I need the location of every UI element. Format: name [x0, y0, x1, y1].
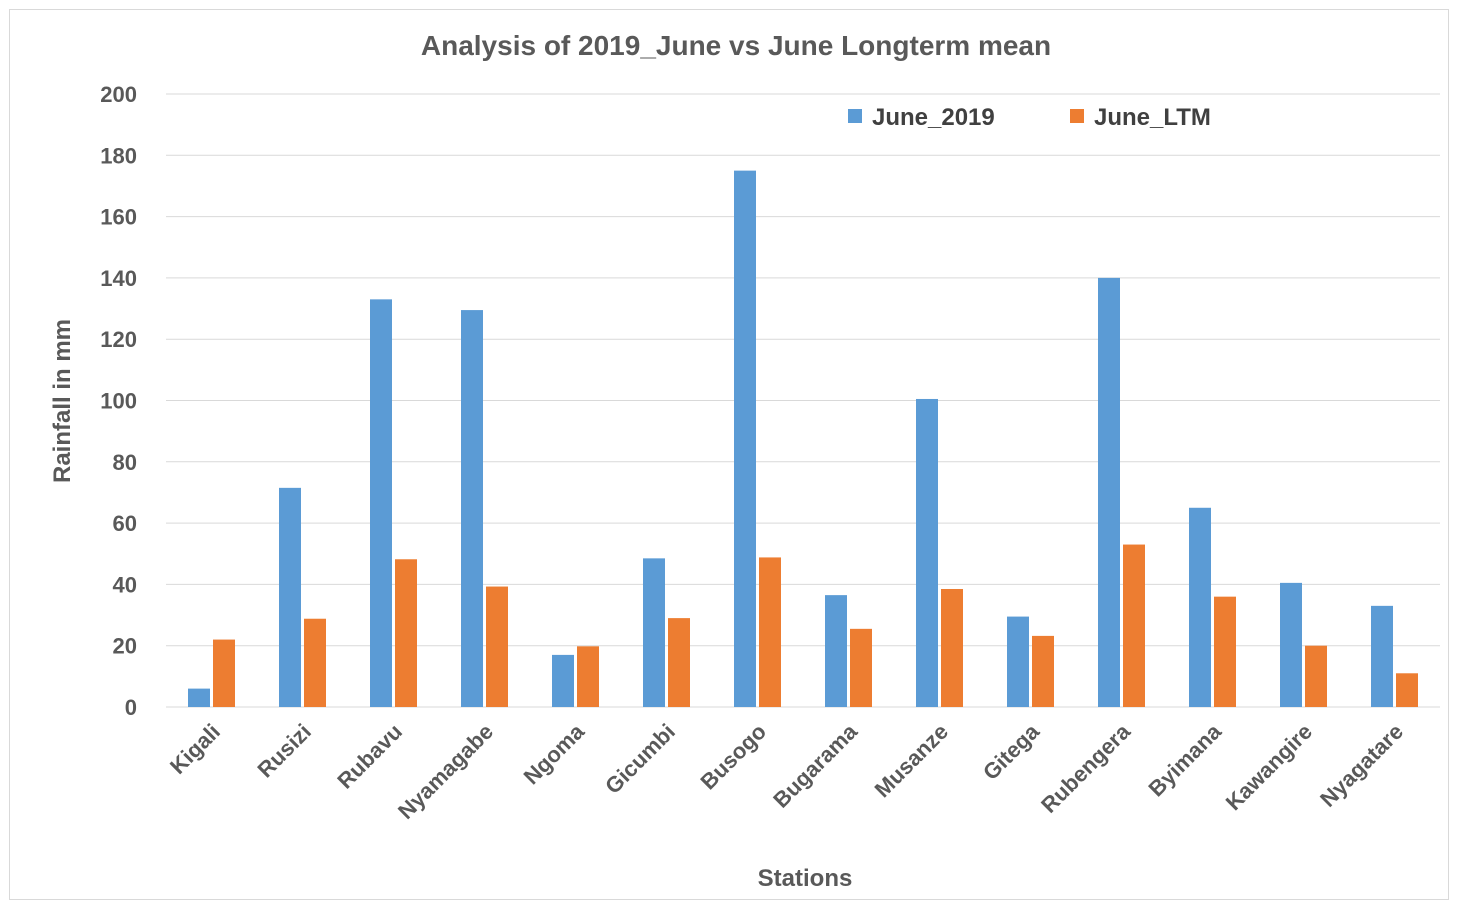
bar-june-ltm — [577, 646, 599, 707]
bar-june-ltm — [395, 559, 417, 707]
bar-june-2019 — [825, 595, 847, 707]
bar-june-ltm — [668, 618, 690, 707]
bar-june-2019 — [916, 398, 938, 707]
bar-june-ltm — [1396, 673, 1418, 707]
x-tick-label: Musanze — [870, 719, 953, 802]
x-tick-label: Nyamagabe — [393, 719, 498, 824]
y-tick-label: 120 — [100, 327, 137, 352]
bar-june-ltm — [213, 639, 235, 707]
y-tick-label: 160 — [100, 205, 137, 230]
x-tick-label: Kawangire — [1221, 719, 1317, 815]
bar-june-2019 — [1189, 507, 1211, 707]
y-tick-label: 180 — [100, 143, 137, 168]
x-tick-label: Busogo — [695, 719, 771, 795]
x-tick-label: Byimana — [1144, 718, 1227, 801]
x-tick-label: Kigali — [165, 719, 225, 779]
bar-june-2019 — [1280, 582, 1302, 707]
bar-june-2019 — [643, 558, 665, 707]
x-tick-label: Gicumbi — [600, 719, 680, 799]
legend-swatch — [848, 109, 862, 123]
y-tick-label: 0 — [125, 695, 137, 720]
bar-june-2019 — [1098, 277, 1120, 707]
y-tick-label: 100 — [100, 389, 137, 414]
chart-frame — [9, 9, 1449, 900]
y-tick-label: 20 — [113, 634, 137, 659]
gridlines — [166, 93, 1440, 708]
y-tick-label: 80 — [113, 450, 137, 475]
bars — [188, 170, 1418, 707]
x-tick-label: Bugarama — [768, 718, 862, 812]
bar-june-2019 — [370, 299, 392, 707]
bar-june-ltm — [1123, 544, 1145, 707]
bar-june-ltm — [486, 586, 508, 707]
bar-june-2019 — [1007, 616, 1029, 707]
bar-june-2019 — [734, 170, 756, 707]
y-tick-label: 40 — [113, 572, 137, 597]
x-tick-label: Nyagatare — [1315, 719, 1408, 812]
x-axis-title: Stations — [758, 865, 853, 892]
bar-june-ltm — [759, 557, 781, 707]
bar-june-2019 — [188, 688, 210, 707]
bar-june-2019 — [552, 654, 574, 707]
x-tick-label: Rubengera — [1036, 718, 1135, 817]
y-tick-label: 200 — [100, 82, 137, 107]
legend-label: June_2019 — [872, 104, 995, 131]
bar-june-ltm — [941, 588, 963, 707]
x-tick-label: Gitega — [978, 718, 1045, 785]
bar-june-2019 — [279, 487, 301, 707]
bar-june-ltm — [1032, 635, 1054, 707]
y-tick-label: 60 — [113, 511, 137, 536]
x-tick-label: Rusizi — [253, 719, 316, 782]
x-tick-label: Rubavu — [332, 719, 407, 794]
bar-june-ltm — [1214, 596, 1236, 707]
y-tick-label: 140 — [100, 266, 137, 291]
bar-june-ltm — [1305, 645, 1327, 707]
chart-title: Analysis of 2019_June vs June Longterm m… — [421, 30, 1051, 61]
bar-june-2019 — [461, 310, 483, 707]
bar-june-ltm — [850, 628, 872, 707]
y-axis-title: Rainfall in mm — [49, 319, 76, 483]
y-axis-ticks: 0 20 40 60 80 100 120 140 160 180 200 — [100, 82, 137, 720]
bar-june-ltm — [304, 618, 326, 707]
bar-june-2019 — [1371, 605, 1393, 707]
legend: June_2019 June_LTM — [848, 104, 1211, 131]
legend-label: June_LTM — [1094, 104, 1211, 131]
x-tick-label: Ngoma — [519, 718, 590, 789]
legend-swatch — [1070, 109, 1084, 123]
